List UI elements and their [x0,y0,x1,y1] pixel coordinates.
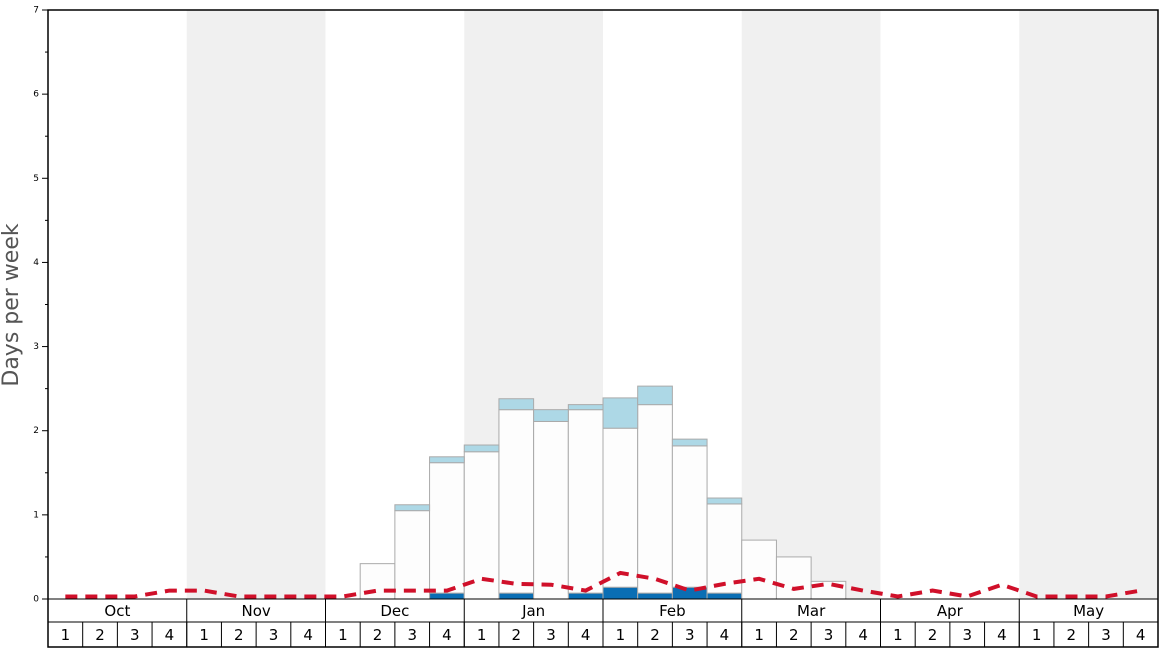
x-tick-label: 1 [893,626,903,644]
month-label: Nov [241,602,270,620]
x-tick-label: 3 [546,626,556,644]
bar-segment [429,592,465,600]
x-tick-label: 2 [234,626,244,644]
x-tick-label: 1 [61,626,71,644]
month-shade [186,10,326,599]
bar-segment [602,397,639,429]
x-tick-label: 2 [512,626,522,644]
x-tick-label: 1 [616,626,626,644]
x-tick-label: 3 [824,626,834,644]
x-tick-label: 3 [130,626,140,644]
x-tick-label: 1 [338,626,348,644]
bar-segment [741,539,777,600]
x-tick-label: 4 [720,626,730,644]
bar-segment [775,556,812,600]
x-tick-label: 3 [685,626,695,644]
x-tick-label: 2 [373,626,383,644]
bar-segment [671,445,708,588]
bar-segment [567,409,604,594]
month-label: Oct [104,602,130,620]
x-tick-label: 4 [858,626,868,644]
x-tick-label: 2 [95,626,105,644]
x-tick-label: 2 [928,626,938,644]
y-tick-label: 2 [33,426,39,436]
bar-segment [567,592,604,600]
month-label: Feb [659,602,686,620]
y-tick-label: 6 [33,90,39,100]
x-tick-label: 2 [1067,626,1077,644]
bar-segment [429,462,465,594]
month-shade [741,10,881,599]
x-tick-label: 3 [1101,626,1111,644]
y-tick-label: 7 [33,6,39,16]
bar-segment [498,398,535,411]
x-tick-label: 4 [581,626,591,644]
month-label: May [1073,602,1104,620]
bar-segment [706,503,743,594]
month-label: Mar [797,602,826,620]
bar-segment [498,409,535,594]
y-tick-label: 1 [33,510,39,520]
bar-segment [463,451,500,600]
bar-segment [602,586,639,600]
bar-segment [637,592,673,600]
x-tick-label: 3 [269,626,279,644]
bar-segment [637,385,673,406]
x-tick-label: 1 [1032,626,1042,644]
bar-segment [671,438,708,447]
bar-segment [706,592,743,600]
bar-segment [637,404,673,594]
bar-segment [394,510,431,600]
x-tick-label: 4 [997,626,1007,644]
x-tick-label: 1 [754,626,764,644]
bar-segment [706,497,743,505]
bar-segment [533,409,569,422]
bar-segment [602,427,639,588]
month-label: Dec [380,602,409,620]
x-tick-label: 4 [303,626,313,644]
y-tick-label: 4 [33,258,39,268]
month-label: Jan [521,602,545,620]
bar-segment [394,504,431,512]
bar-segment [498,592,535,600]
month-shade [1019,10,1158,599]
x-tick-label: 3 [962,626,972,644]
x-tick-label: 3 [407,626,417,644]
x-tick-label: 4 [442,626,452,644]
y-tick-label: 5 [33,174,39,184]
x-tick-label: 1 [199,626,209,644]
bar-segment [463,444,500,453]
x-tick-label: 1 [477,626,487,644]
y-tick-label: 3 [33,342,39,352]
bar-segment [429,456,465,464]
x-tick-label: 4 [165,626,175,644]
line [65,570,1141,599]
x-tick-label: 4 [1136,626,1146,644]
bar-segment [533,420,569,600]
x-tick-label: 2 [650,626,660,644]
month-label: Apr [937,602,964,620]
x-tick-label: 2 [789,626,799,644]
y-tick-label: 0 [33,595,39,605]
bar-segment [567,404,604,411]
y-axis-label: Days per week [0,223,24,386]
